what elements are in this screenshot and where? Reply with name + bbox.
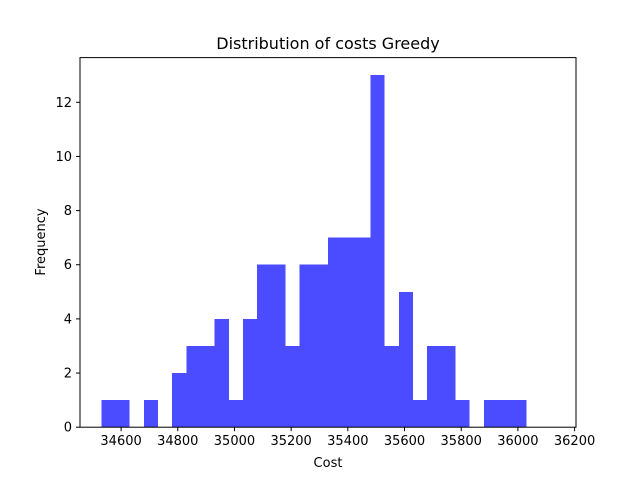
y-tick-label: 4 xyxy=(64,312,72,327)
histogram-bar xyxy=(427,345,442,428)
x-tick-label: 36200 xyxy=(554,434,595,449)
histogram-bar xyxy=(370,75,385,428)
histogram-bar xyxy=(200,345,215,428)
x-tick-label: 35000 xyxy=(214,434,255,449)
y-tick-label: 6 xyxy=(64,258,72,273)
histogram-bar xyxy=(441,345,456,428)
histogram-bar xyxy=(115,400,130,428)
histogram-bar xyxy=(214,318,229,428)
histogram-bar xyxy=(271,264,286,428)
x-tick-label: 35400 xyxy=(327,434,368,449)
histogram-bar xyxy=(143,400,158,428)
histogram-bar xyxy=(172,373,187,428)
y-tick-label: 0 xyxy=(64,421,72,436)
x-tick-label: 35200 xyxy=(270,434,311,449)
histogram-bar xyxy=(285,345,300,428)
histogram-bar xyxy=(257,264,272,428)
x-tick-label: 36000 xyxy=(497,434,538,449)
bars-group xyxy=(101,75,527,428)
histogram-bar xyxy=(328,237,343,428)
histogram-bar xyxy=(413,400,428,428)
y-tick-label: 12 xyxy=(55,96,72,111)
histogram-bar xyxy=(483,400,499,428)
histogram-bar xyxy=(398,291,414,428)
histogram-bar xyxy=(356,237,371,428)
histogram-bar xyxy=(101,400,116,428)
histogram-bar xyxy=(242,318,258,428)
x-tick-label: 35600 xyxy=(384,434,425,449)
x-tick-label: 34600 xyxy=(100,434,141,449)
chart-title: Distribution of costs Greedy xyxy=(216,34,440,53)
y-tick-label: 10 xyxy=(55,150,72,165)
x-axis-title: Cost xyxy=(314,456,343,471)
y-tick-label: 2 xyxy=(64,367,72,382)
x-tick-label: 34800 xyxy=(157,434,198,449)
y-tick-label: 8 xyxy=(64,204,72,219)
histogram-bar xyxy=(498,400,513,428)
histogram-bar xyxy=(512,400,527,428)
histogram-bar xyxy=(384,345,399,428)
histogram-bar xyxy=(299,264,314,428)
histogram-bar xyxy=(342,237,357,428)
x-tick-label: 35800 xyxy=(441,434,482,449)
x-axis-ticks: 34600 34800 35000 35200 35400 35600 35800 36000… xyxy=(100,427,595,449)
histogram-bar xyxy=(186,345,201,428)
histogram-bar xyxy=(313,264,328,428)
plot-frame xyxy=(79,57,577,428)
histogram-bar xyxy=(228,400,243,428)
y-axis-ticks: 0 2 4 6 8 10 12 xyxy=(55,96,80,436)
y-axis-title: Frequency xyxy=(34,208,49,275)
histogram-bar xyxy=(455,400,470,428)
